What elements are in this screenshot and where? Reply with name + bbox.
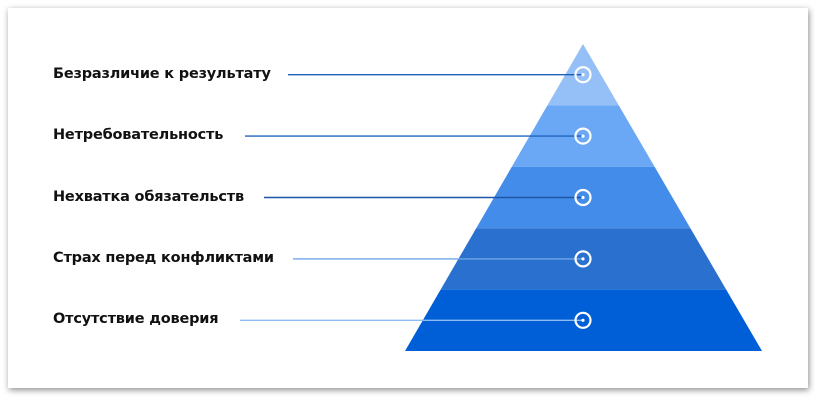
- target-ring-icon: [574, 127, 592, 145]
- target-dot-icon: [581, 73, 585, 77]
- target-ring-icon: [574, 188, 592, 207]
- target-dot-icon: [581, 257, 585, 261]
- level-label: Безразличие к результату: [53, 65, 271, 82]
- target-dot-icon: [581, 134, 585, 138]
- target-ring-icon: [574, 250, 592, 268]
- target-ring-icon: [574, 66, 592, 84]
- level-label: Страх перед конфликтами: [53, 249, 274, 266]
- target-dot-icon: [581, 195, 585, 200]
- target-dot-icon: [581, 318, 585, 322]
- level-label: Нехватка обязательств: [53, 188, 244, 205]
- target-ring-icon: [574, 311, 592, 329]
- level-label: Отсутствие доверия: [53, 311, 219, 328]
- level-label: Нетребовательность: [53, 127, 224, 144]
